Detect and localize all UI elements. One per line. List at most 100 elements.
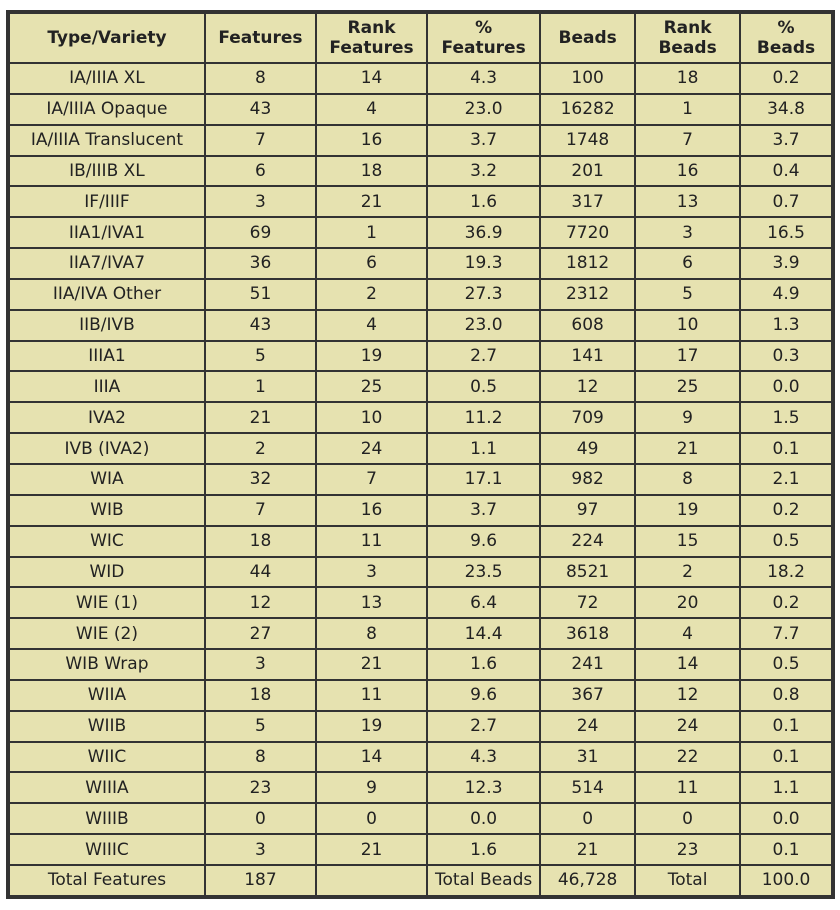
table-row: IA/IIIA Translucent 7 16 3.7 1748 7 3.7	[10, 125, 831, 155]
column-header-type-variety: Type/Variety	[10, 14, 204, 62]
cell-beads: 1812	[541, 249, 635, 278]
cell-type-variety: WIIIB	[10, 804, 204, 834]
cell-type-variety: WIC	[10, 526, 204, 556]
column-header-beads: Beads	[541, 14, 635, 62]
cell-type-variety: WIE (2)	[10, 619, 204, 649]
cell-rank-features: 1	[316, 218, 427, 248]
cell-type-variety: IVB (IVA2)	[10, 434, 204, 463]
cell-rank-features: 11	[316, 680, 427, 710]
cell-pct-beads: 2.1	[741, 464, 831, 494]
cell-type-variety: IA/IIIA XL	[10, 64, 204, 93]
cell-pct-beads: 0.3	[741, 341, 831, 371]
column-header-text: Features	[218, 28, 303, 48]
cell-rank-beads: 15	[636, 526, 740, 556]
table-row: WID 44 3 23.5 8521 2 18.2	[10, 557, 831, 587]
total-cell-features: 187	[205, 865, 315, 895]
cell-rank-beads: 1	[636, 94, 740, 124]
cell-pct-beads: 0.7	[741, 187, 831, 217]
cell-pct-beads: 16.5	[741, 218, 831, 248]
cell-features: 1	[205, 372, 315, 402]
table-row: IIB/IVB 43 4 23.0 608 10 1.3	[10, 310, 831, 340]
cell-features: 2	[205, 434, 315, 463]
cell-pct-features: 9.6	[428, 526, 540, 556]
cell-rank-beads: 22	[636, 742, 740, 772]
column-header-rank-beads: Rank Beads	[636, 14, 740, 62]
table-row: IIIA1 5 19 2.7 141 17 0.3	[10, 341, 831, 371]
cell-pct-features: 9.6	[428, 680, 540, 710]
cell-pct-features: 27.3	[428, 279, 540, 309]
cell-rank-features: 16	[316, 125, 427, 155]
cell-rank-beads: 8	[636, 464, 740, 494]
table-row: WIIA 18 11 9.6 367 12 0.8	[10, 680, 831, 710]
cell-pct-features: 4.3	[428, 64, 540, 93]
cell-rank-features: 9	[316, 773, 427, 803]
cell-pct-beads: 0.1	[741, 742, 831, 772]
cell-rank-features: 4	[316, 310, 427, 340]
table-row: WIIIC 3 21 1.6 21 23 0.1	[10, 835, 831, 864]
cell-rank-features: 16	[316, 495, 427, 525]
cell-type-variety: WIB Wrap	[10, 650, 204, 679]
cell-features: 36	[205, 249, 315, 278]
cell-rank-beads: 17	[636, 341, 740, 371]
cell-features: 44	[205, 557, 315, 587]
cell-features: 0	[205, 804, 315, 834]
cell-pct-beads: 1.1	[741, 773, 831, 803]
cell-type-variety: IA/IIIA Translucent	[10, 125, 204, 155]
cell-pct-beads: 3.7	[741, 125, 831, 155]
cell-beads: 2312	[541, 279, 635, 309]
cell-features: 6	[205, 156, 315, 186]
cell-rank-beads: 21	[636, 434, 740, 463]
cell-type-variety: WIIC	[10, 742, 204, 772]
table-row: WIIIA 23 9 12.3 514 11 1.1	[10, 773, 831, 803]
cell-pct-features: 17.1	[428, 464, 540, 494]
cell-type-variety: WIB	[10, 495, 204, 525]
cell-type-variety: WIA	[10, 464, 204, 494]
cell-pct-features: 2.7	[428, 711, 540, 741]
cell-pct-beads: 3.9	[741, 249, 831, 278]
cell-rank-features: 8	[316, 619, 427, 649]
cell-type-variety: IIIA	[10, 372, 204, 402]
cell-pct-features: 36.9	[428, 218, 540, 248]
column-header-text: Beads	[558, 28, 617, 48]
cell-pct-beads: 0.5	[741, 526, 831, 556]
cell-rank-features: 13	[316, 588, 427, 618]
cell-features: 8	[205, 64, 315, 93]
table-row: IVA2 21 10 11.2 709 9 1.5	[10, 403, 831, 433]
cell-features: 5	[205, 711, 315, 741]
cell-features: 23	[205, 773, 315, 803]
cell-pct-features: 1.6	[428, 187, 540, 217]
cell-pct-features: 1.1	[428, 434, 540, 463]
cell-beads: 141	[541, 341, 635, 371]
cell-pct-features: 4.3	[428, 742, 540, 772]
column-header-text: %	[475, 18, 493, 38]
table-row: IF/IIIF 3 21 1.6 317 13 0.7	[10, 187, 831, 217]
cell-rank-beads: 3	[636, 218, 740, 248]
table-row: IIIA 1 25 0.5 12 25 0.0	[10, 372, 831, 402]
cell-rank-features: 14	[316, 64, 427, 93]
column-header-text: Beads	[658, 38, 717, 58]
cell-rank-features: 19	[316, 341, 427, 371]
cell-pct-features: 3.7	[428, 495, 540, 525]
cell-features: 43	[205, 94, 315, 124]
cell-pct-features: 23.0	[428, 94, 540, 124]
bead-table-container: Type/Variety Features Rank Features% Feature…	[6, 10, 835, 899]
column-header-text: Features	[441, 38, 526, 58]
cell-rank-features: 3	[316, 557, 427, 587]
table-row: WIIC 8 14 4.3 31 22 0.1	[10, 742, 831, 772]
cell-beads: 608	[541, 310, 635, 340]
cell-rank-beads: 23	[636, 835, 740, 864]
cell-pct-beads: 1.3	[741, 310, 831, 340]
cell-beads: 16282	[541, 94, 635, 124]
cell-type-variety: WIIIA	[10, 773, 204, 803]
cell-beads: 31	[541, 742, 635, 772]
cell-pct-features: 3.7	[428, 125, 540, 155]
cell-type-variety: IIB/IVB	[10, 310, 204, 340]
cell-type-variety: WIIIC	[10, 835, 204, 864]
cell-pct-features: 3.2	[428, 156, 540, 186]
cell-pct-features: 23.5	[428, 557, 540, 587]
table-row: IIA1/IVA1 69 1 36.9 7720 3 16.5	[10, 218, 831, 248]
column-header-text: Features	[329, 38, 414, 58]
cell-rank-features: 7	[316, 464, 427, 494]
cell-rank-beads: 16	[636, 156, 740, 186]
cell-rank-beads: 12	[636, 680, 740, 710]
